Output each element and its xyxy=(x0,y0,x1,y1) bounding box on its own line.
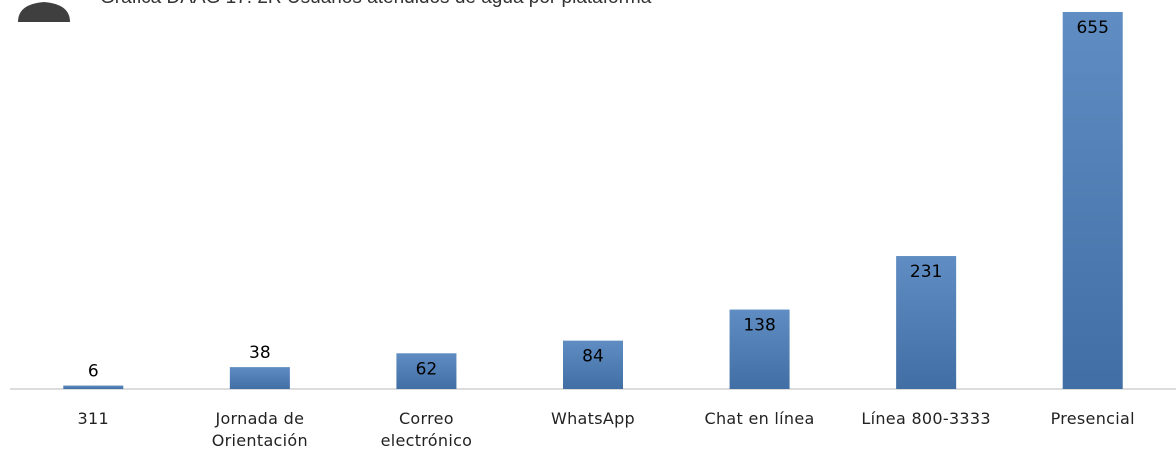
data-label: 84 xyxy=(582,347,604,367)
bar-shade xyxy=(896,256,957,389)
bar-shade xyxy=(396,353,457,389)
data-label: 62 xyxy=(416,359,438,379)
data-label: 38 xyxy=(249,343,271,363)
data-label: 6 xyxy=(88,362,99,382)
x-tick-label: Jornada de Orientación xyxy=(211,409,308,450)
data-label: 138 xyxy=(743,316,775,336)
bar-shade xyxy=(229,367,290,389)
x-tick-label: Chat en línea xyxy=(704,409,815,428)
data-label: 655 xyxy=(1076,18,1108,38)
bar-shade xyxy=(63,385,124,389)
bar-shade xyxy=(729,309,790,389)
x-tick-label: Presencial xyxy=(1050,409,1135,428)
chart-title: Gráfica DAAG 17. 2R Usuarios atendidos d… xyxy=(100,0,652,8)
data-label: 231 xyxy=(910,262,942,282)
x-tick-label: 311 xyxy=(77,409,109,428)
x-tick-label: Correo electrónico xyxy=(380,409,473,450)
bar-shade xyxy=(563,340,623,389)
x-tick-label: Línea 800-3333 xyxy=(861,409,991,428)
bar-shade xyxy=(1062,12,1123,389)
x-tick-label: WhatsApp xyxy=(550,409,636,428)
header-icon xyxy=(18,2,70,22)
